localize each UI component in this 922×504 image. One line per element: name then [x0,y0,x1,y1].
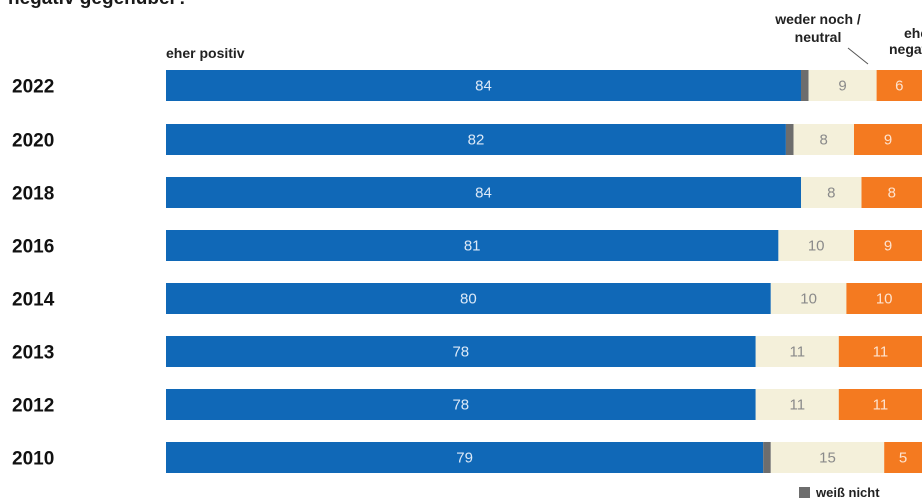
bar-segment-neutral [801,177,862,208]
bar-row-2022: 2022 84 9 6 [12,70,922,101]
bar-row-2016: 2016 81 10 9 [12,230,922,261]
bar-row-2012: 2012 78 11 11 [12,389,922,420]
category-label: 2018 [12,184,54,205]
data-label-positive: 78 [452,397,469,414]
category-label: 2020 [12,131,54,152]
bar-segment-unknown [801,70,809,101]
bar-segment-neutral [755,336,839,367]
bar-segment-neutral [755,389,839,420]
bar-row-2018: 2018 84 8 8 [12,177,922,208]
bar-row-2020: 2020 82 8 9 [12,124,922,155]
category-label: 2016 [12,237,54,258]
data-label-neutral: 8 [827,185,835,202]
data-label-neutral: 8 [820,132,828,149]
bar-segment-negative [854,230,922,261]
header-positive: eher positiv [166,45,245,61]
header-negative-line1: eher [904,25,922,41]
data-label-negative: 9 [884,238,892,255]
bar-segment-negative [854,124,922,155]
category-label: 2014 [12,290,55,311]
category-label: 2022 [12,77,54,98]
bar-segment-neutral [778,230,854,261]
header-negative-line2: negativ [889,41,922,57]
data-label-negative: 10 [876,291,893,308]
bar-segment-positive [166,336,756,367]
bar-row-2013: 2013 78 11 11 [12,336,922,367]
stacked-bar-chart: eher positiv weder noch / neutral eher n… [12,11,922,473]
bar-segment-positive [166,389,756,420]
bar-segment-negative [884,442,922,473]
bar-row-2010: 2010 79 15 5 [12,442,922,473]
bar-segment-negative [838,389,922,420]
data-label-negative: 11 [873,397,889,414]
data-label-negative: 6 [895,78,903,95]
data-label-neutral: 9 [838,78,846,95]
bar-segment-positive [166,177,801,208]
data-label-neutral: 15 [819,450,836,467]
bar-segment-negative [861,177,922,208]
bar-segment-unknown [763,442,771,473]
data-label-positive: 84 [475,78,492,95]
category-label: 2013 [12,343,54,364]
data-label-positive: 78 [452,344,469,361]
bar-segment-negative [846,283,922,314]
bar-segment-positive [166,283,771,314]
bar-segment-unknown [785,124,794,155]
data-label-negative: 9 [884,132,892,149]
data-label-negative: 5 [899,450,907,467]
data-label-negative: 11 [873,344,889,361]
bar-segment-negative [838,336,922,367]
bar-segment-neutral [808,70,877,101]
bar-segment-neutral [770,442,885,473]
legend-unknown-label: weiß nicht [816,485,880,500]
data-label-neutral: 11 [790,397,806,414]
data-label-positive: 84 [475,185,492,202]
header-neutral-pointer [847,47,869,65]
data-label-neutral: 11 [790,344,806,361]
category-label: 2010 [12,449,54,470]
bar-segment-neutral [770,283,847,314]
bar-segment-positive [166,442,764,473]
legend-unknown-swatch [799,487,810,498]
data-label-positive: 81 [464,238,481,255]
data-label-neutral: 10 [800,291,817,308]
data-label-neutral: 10 [808,238,825,255]
bar-segment-neutral [793,124,854,155]
bar-row-2014: 2014 80 10 10 [12,283,922,314]
legend-unknown: weiß nicht [799,485,880,500]
bar-segment-positive [166,70,801,101]
category-label: 2012 [12,396,54,417]
chart-title: negativ gegenüber? [8,0,189,10]
bar-segment-negative [876,70,922,101]
bar-segment-positive [166,230,779,261]
header-neutral-line1: weder noch / [774,11,861,27]
data-label-positive: 82 [468,132,485,149]
column-headers: eher positiv weder noch / neutral eher n… [166,11,922,65]
data-label-positive: 80 [460,291,477,308]
header-neutral-line2: neutral [795,29,842,45]
data-label-positive: 79 [456,450,473,467]
data-label-negative: 8 [888,185,896,202]
bar-segment-positive [166,124,786,155]
bar-rows: 2022 84 9 6 2020 82 8 9 2018 84 8 8 2016 81 10 9 2014 80 1… [12,70,922,473]
